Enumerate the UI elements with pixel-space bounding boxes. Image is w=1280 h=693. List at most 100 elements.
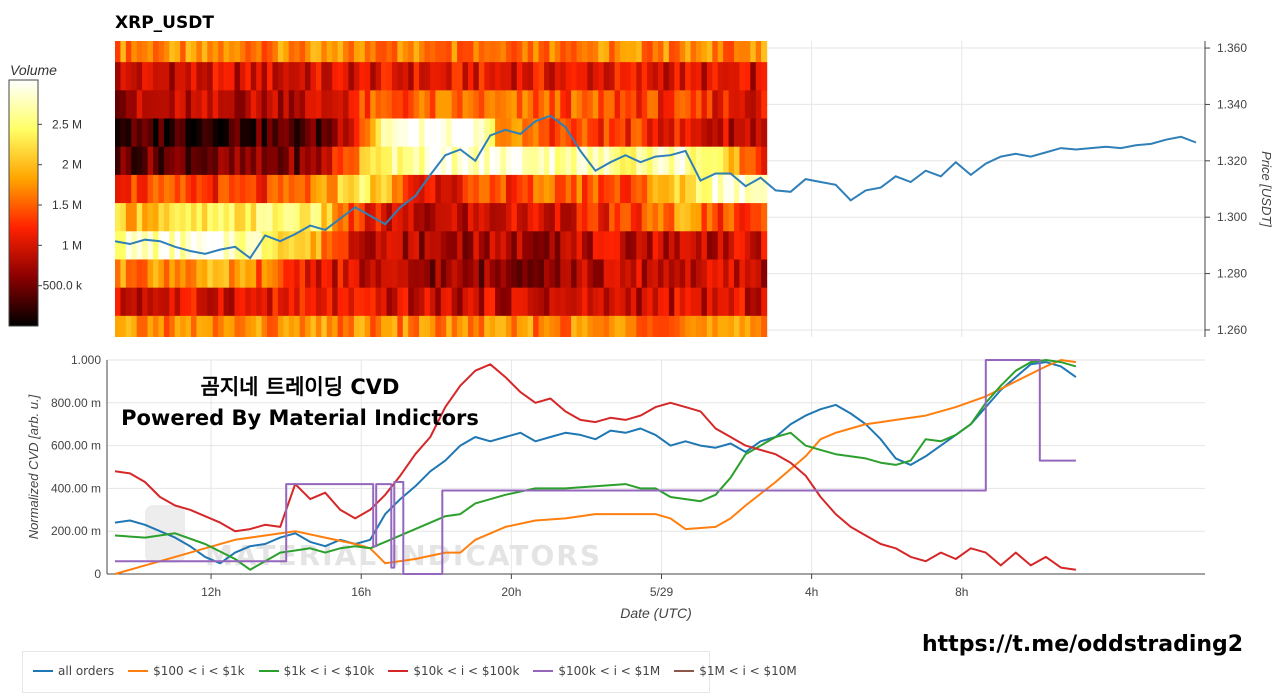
heatmap-cell — [245, 203, 252, 232]
colorbar-title: Volume — [10, 62, 57, 78]
heatmap-cell — [142, 231, 149, 261]
heatmap-cell — [538, 118, 545, 148]
heatmap-cell — [413, 174, 420, 204]
legend-item[interactable]: $100k < i < $1M — [533, 664, 660, 678]
heatmap-cell — [408, 146, 415, 176]
heatmap-cell — [353, 62, 360, 91]
heatmap-cell — [685, 231, 692, 261]
heatmap-cell — [533, 315, 540, 337]
heatmap-cell — [592, 90, 599, 120]
heatmap-cell — [652, 174, 659, 204]
heatmap-cell — [554, 90, 561, 120]
heatmap-cell — [196, 259, 203, 289]
heatmap-cell — [663, 62, 670, 91]
heatmap-cell — [364, 62, 371, 91]
heatmap-cell — [125, 62, 132, 91]
heatmap-cell — [419, 203, 426, 232]
heatmap-cell — [538, 90, 545, 120]
heatmap-cell — [163, 118, 170, 148]
heatmap-cell — [619, 41, 627, 63]
heatmap-cell — [142, 259, 149, 289]
heatmap-cell — [592, 41, 599, 63]
colorbar: Volume 2.5 M 2 M 1.5 M 1 M 500.0 k — [8, 62, 83, 327]
heatmap-cell — [744, 315, 751, 337]
heatmap-cell — [218, 62, 225, 91]
heatmap-cell — [576, 118, 583, 148]
heatmap-cell — [440, 315, 447, 337]
heatmap-cell — [353, 315, 360, 337]
cvd-axis-title: Normalized CVD [arb. u.] — [26, 394, 41, 539]
heatmap-cell — [305, 90, 312, 120]
heatmap-cell — [185, 90, 192, 120]
heatmap-cell — [158, 118, 165, 148]
heatmap-cell — [288, 118, 295, 148]
watermark-line-1: 곰지네 트레이딩 CVD — [200, 375, 400, 399]
heatmap-cell — [315, 259, 322, 289]
heatmap-cell — [120, 174, 127, 204]
heatmap-cell — [690, 231, 697, 261]
heatmap-cell — [495, 231, 502, 261]
heatmap-cell — [185, 231, 192, 261]
heatmap-cell — [598, 203, 605, 232]
heatmap-cell — [549, 259, 556, 289]
heatmap-cell — [261, 287, 268, 317]
heatmap-cell — [696, 146, 703, 176]
heatmap-cell — [440, 287, 447, 317]
legend-item[interactable]: $100 < i < $1k — [128, 664, 245, 678]
heatmap-cell — [370, 259, 377, 289]
heatmap-cell — [321, 62, 328, 91]
heatmap-cell — [332, 203, 339, 232]
heatmap-cell — [131, 118, 138, 148]
heatmap-cell — [484, 146, 491, 176]
heatmap-cell — [424, 315, 431, 337]
heatmap-cell — [500, 174, 507, 204]
heatmap-cell — [560, 118, 567, 148]
heatmap-cell — [326, 90, 333, 120]
heatmap-cell — [131, 90, 138, 120]
heatmap-cell — [609, 203, 616, 232]
heatmap-cell — [641, 41, 648, 63]
heatmap-cell — [174, 146, 181, 176]
heatmap-cell — [679, 287, 686, 317]
heatmap-cell — [321, 146, 328, 176]
heatmap-cell — [446, 203, 453, 232]
heatmap-cell — [408, 174, 415, 204]
heatmap-cell — [641, 62, 648, 91]
heatmap-cell — [234, 287, 241, 317]
heatmap-cell — [315, 231, 322, 261]
heatmap-cell — [245, 259, 252, 289]
heatmap-cell — [647, 118, 654, 148]
heatmap-cell — [429, 231, 436, 261]
heatmap-cell — [391, 62, 398, 91]
legend-item[interactable]: $1k < i < $10k — [258, 664, 374, 678]
heatmap-cell — [185, 146, 192, 176]
legend-item[interactable]: all orders — [33, 664, 114, 678]
heatmap-cell — [419, 62, 426, 91]
heatmap-cell — [440, 231, 447, 261]
heatmap-cell — [668, 118, 675, 148]
heatmap-cell — [744, 62, 751, 91]
heatmap-cell — [723, 203, 730, 232]
heatmap-cell — [386, 203, 393, 232]
heatmap-cell — [668, 174, 675, 204]
heatmap-cell — [549, 118, 556, 148]
heatmap-cell — [712, 41, 719, 63]
heatmap-cell — [180, 62, 187, 91]
telegram-url[interactable]: https://t.me/oddstrading2 — [922, 632, 1244, 657]
heatmap-cell — [294, 203, 301, 232]
heatmap-cell — [473, 90, 480, 120]
heatmap-cell — [180, 174, 187, 204]
heatmap-cell — [734, 90, 741, 120]
legend-item[interactable]: $1M < i < $10M — [674, 664, 797, 678]
heatmap-cell — [744, 174, 751, 204]
heatmap-cell — [619, 174, 627, 204]
legend-item[interactable]: $10k < i < $100k — [388, 664, 519, 678]
heatmap-cell — [142, 41, 149, 63]
heatmap-cell — [294, 90, 301, 120]
heatmap-cell — [239, 118, 246, 148]
heatmap-cell — [305, 203, 312, 232]
heatmap-cell — [679, 259, 686, 289]
heatmap-cell — [511, 287, 518, 317]
heatmap-cell — [495, 90, 502, 120]
heatmap-cell — [451, 315, 458, 337]
